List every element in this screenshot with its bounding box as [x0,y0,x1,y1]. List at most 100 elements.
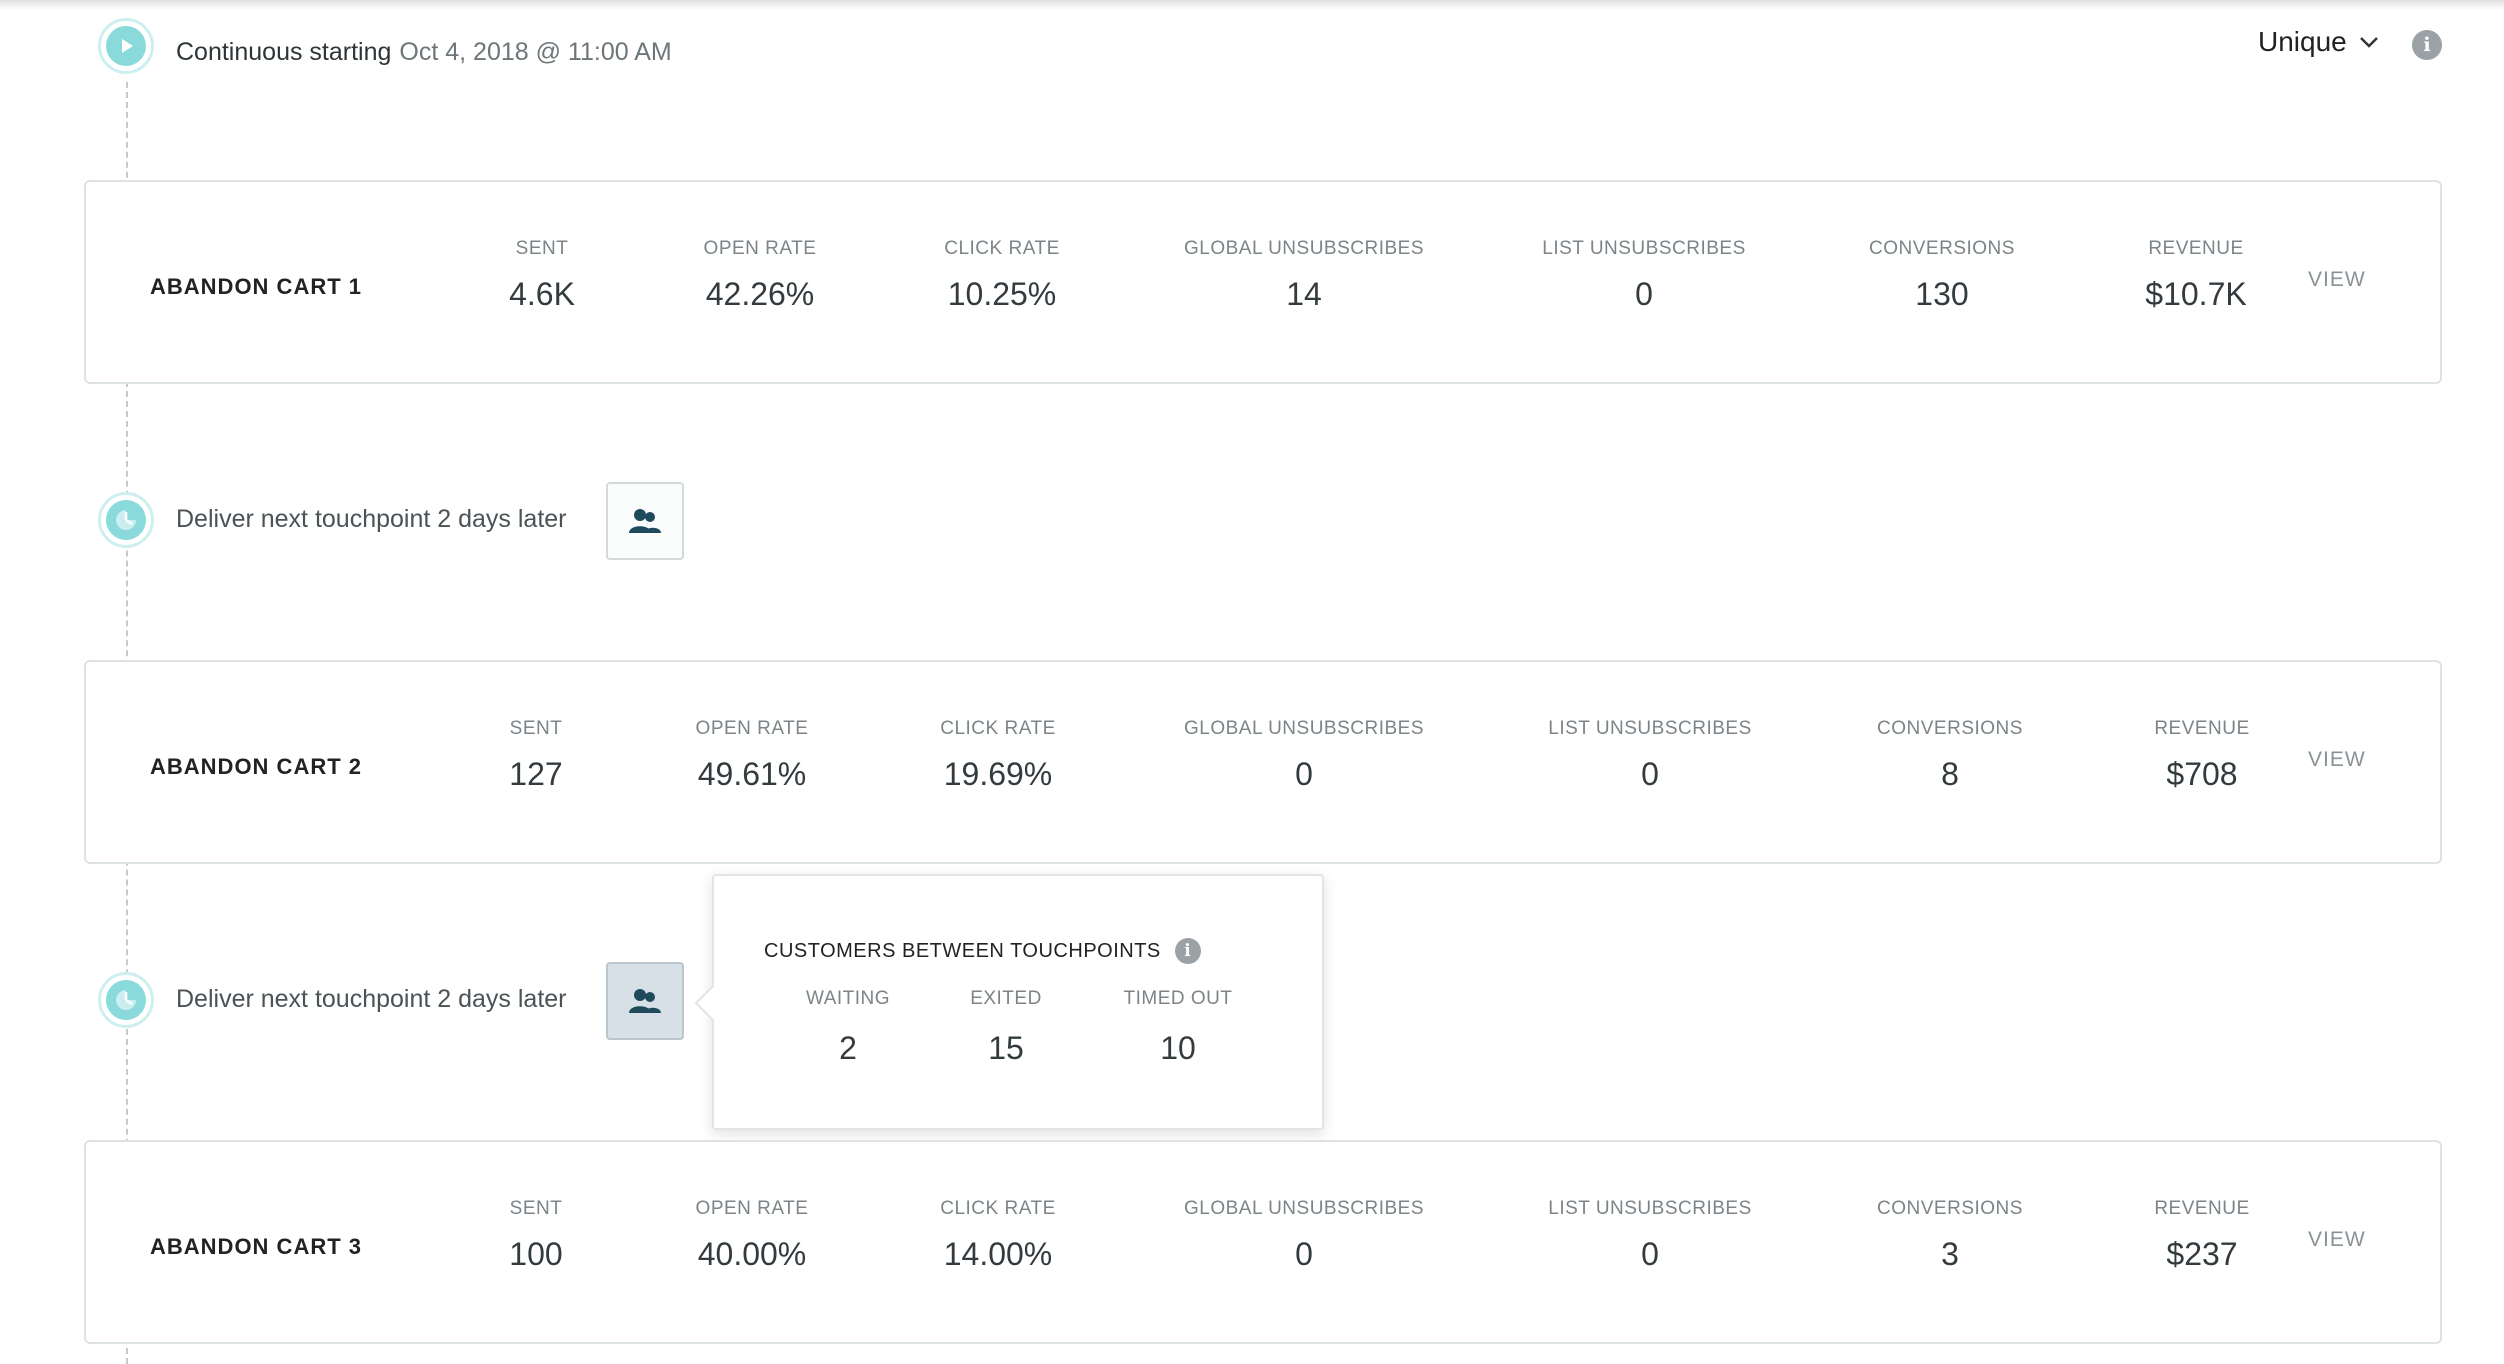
metric-value: 0 [1635,276,1653,312]
metric-value: 42.26% [705,276,815,312]
metric-label: GLOBAL UNSUBSCRIBES [1183,718,1425,739]
touchpoint-card-2: ABANDON CART 2 SENT 127 OPEN RATE 49.61%… [84,660,2442,864]
metric-value: 100 [509,1236,563,1272]
metric-label: OPEN RATE [703,238,817,259]
metric-revenue: REVENUE $10.7K [2145,238,2246,313]
metric-label: OPEN RATE [695,1198,809,1219]
metric-waiting: WAITING 2 [806,988,890,1067]
customers-between-button[interactable] [606,962,684,1040]
play-icon [106,26,146,66]
schedule-date: Oct 4, 2018 @ 11:00 AM [399,38,672,66]
metric-label: SENT [509,718,563,739]
metric-list-unsubscribes: LIST UNSUBSCRIBES 0 [1548,1198,1751,1273]
clock-icon [106,980,146,1020]
metric-value: 14 [1286,276,1322,312]
metric-label: GLOBAL UNSUBSCRIBES [1183,1198,1425,1219]
schedule-text: Continuous starting [176,38,392,66]
metric-value: 14.00% [943,1236,1053,1272]
metric-value: 127 [509,756,563,792]
metric-label: WAITING [805,988,891,1009]
customers-between-popover: CUSTOMERS BETWEEN TOUCHPOINTS i WAITING … [694,874,1324,1130]
metric-open-rate: OPEN RATE 42.26% [704,238,817,313]
metric-label: CLICK RATE [940,718,1056,739]
metric-click-rate: CLICK RATE 10.25% [944,238,1060,313]
metric-label: LIST UNSUBSCRIBES [1548,1198,1752,1219]
schedule-label: Continuous starting Oct 4, 2018 @ 11:00 A… [176,38,672,67]
metric-value: 0 [1295,756,1313,792]
popover-title-text: CUSTOMERS BETWEEN TOUCHPOINTS [764,939,1161,962]
metric-revenue: REVENUE $708 [2154,718,2249,793]
metric-label: SENT [509,1198,563,1219]
metric-value: $10.7K [2145,276,2247,312]
delay-node-1 [98,492,154,548]
metric-click-rate: CLICK RATE 19.69% [940,718,1056,793]
metric-list-unsubscribes: LIST UNSUBSCRIBES 0 [1548,718,1751,793]
metric-value: $237 [2166,1236,2238,1272]
metric-conversions: CONVERSIONS 8 [1877,718,2023,793]
unique-filter-value: Unique [2258,26,2347,57]
info-icon[interactable]: i [1174,938,1201,964]
view-link[interactable]: VIEW [2308,1228,2366,1251]
delay-label: Deliver next touchpoint 2 days later [176,985,567,1013]
metric-list-unsubscribes: LIST UNSUBSCRIBES 0 [1542,238,1745,313]
metric-sent: SENT 4.6K [509,238,575,313]
metric-sent: SENT 100 [509,1198,562,1273]
metric-label: TIMED OUT [1123,988,1233,1009]
start-node [98,18,154,74]
metric-value: $708 [2166,756,2238,792]
people-icon [629,509,661,533]
metric-label: CONVERSIONS [1877,1198,2023,1219]
people-icon [629,989,661,1013]
metric-value: 2 [839,1030,857,1066]
metric-value: 15 [988,1030,1024,1066]
view-link[interactable]: VIEW [2308,268,2366,291]
metric-revenue: REVENUE $237 [2154,1198,2249,1273]
metric-value: 4.6K [509,276,575,312]
unique-filter-dropdown[interactable]: Unique [2258,26,2379,58]
metric-conversions: CONVERSIONS 3 [1877,1198,2023,1273]
metric-exited: EXITED 15 [970,988,1042,1067]
metric-open-rate: OPEN RATE 40.00% [696,1198,809,1273]
card-name: ABANDON CART 1 [150,274,362,299]
view-link[interactable]: VIEW [2308,748,2366,771]
popover-title: CUSTOMERS BETWEEN TOUCHPOINTS i [764,938,1201,964]
top-shadow [0,0,2504,10]
metric-timed-out: TIMED OUT 10 [1124,988,1233,1067]
customers-between-button[interactable] [606,482,684,560]
metric-sent: SENT 127 [509,718,562,793]
metric-value: 8 [1941,756,1959,792]
metric-conversions: CONVERSIONS 130 [1869,238,2015,313]
metric-label: CLICK RATE [944,238,1060,259]
delay-label: Deliver next touchpoint 2 days later [176,505,567,533]
touchpoint-card-3: ABANDON CART 3 SENT 100 OPEN RATE 40.00%… [84,1140,2442,1344]
metric-label: REVENUE [2154,718,2250,739]
metric-label: SENT [515,238,569,259]
metric-label: LIST UNSUBSCRIBES [1548,718,1752,739]
metric-click-rate: CLICK RATE 14.00% [940,1198,1056,1273]
metric-global-unsubscribes: GLOBAL UNSUBSCRIBES 0 [1184,1198,1424,1273]
metric-value: 0 [1641,1236,1659,1272]
metric-value: 3 [1941,1236,1959,1272]
metric-global-unsubscribes: GLOBAL UNSUBSCRIBES 14 [1184,238,1424,313]
metric-open-rate: OPEN RATE 49.61% [696,718,809,793]
metric-label: GLOBAL UNSUBSCRIBES [1183,238,1425,259]
card-name: ABANDON CART 3 [150,1234,362,1259]
card-name: ABANDON CART 2 [150,754,362,779]
metric-value: 0 [1295,1236,1313,1272]
metric-label: LIST UNSUBSCRIBES [1542,238,1746,259]
metric-value: 40.00% [697,1236,807,1272]
popover-arrow [694,984,732,1022]
metric-value: 49.61% [697,756,807,792]
metric-value: 10 [1160,1030,1196,1066]
info-icon[interactable]: i [2412,30,2442,60]
metric-label: CONVERSIONS [1877,718,2023,739]
metric-value: 130 [1915,276,1969,312]
metric-label: REVENUE [2154,1198,2250,1219]
metric-value: 19.69% [943,756,1053,792]
metric-value: 0 [1641,756,1659,792]
metric-label: OPEN RATE [695,718,809,739]
metric-label: CLICK RATE [940,1198,1056,1219]
chevron-down-icon [2359,37,2378,48]
touchpoint-card-1: ABANDON CART 1 SENT 4.6K OPEN RATE 42.26… [84,180,2442,384]
